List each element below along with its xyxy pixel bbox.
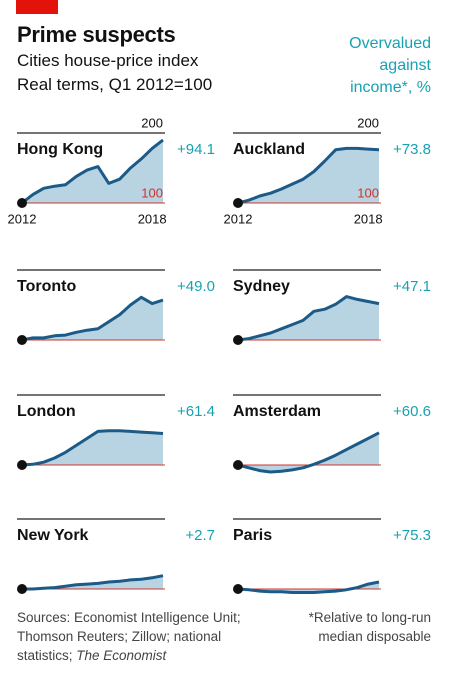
value-label: +60.6 bbox=[393, 403, 431, 420]
value-label: +49.0 bbox=[177, 278, 215, 295]
city-name: Amsterdam bbox=[233, 403, 321, 420]
line bbox=[237, 580, 380, 594]
start-dot bbox=[233, 584, 243, 594]
start-dot bbox=[17, 460, 27, 470]
subtitle: Cities house-price index bbox=[17, 51, 199, 70]
subtitle: Real terms, Q1 2012=100 bbox=[17, 75, 213, 94]
value-label: +73.8 bbox=[393, 141, 431, 158]
city-name: London bbox=[17, 403, 76, 420]
start-dot bbox=[17, 335, 27, 345]
y-tick-label: 100 bbox=[141, 185, 163, 200]
city-name: Paris bbox=[233, 527, 272, 544]
x-tick-label: 2018 bbox=[138, 211, 167, 226]
value-label: +47.1 bbox=[393, 278, 431, 295]
value-label: +75.3 bbox=[393, 527, 431, 544]
start-dot bbox=[17, 198, 27, 208]
line bbox=[21, 295, 164, 342]
value-label: +2.7 bbox=[185, 527, 215, 544]
y-tick-label: 200 bbox=[141, 115, 163, 130]
area bbox=[22, 575, 163, 589]
start-dot bbox=[233, 335, 243, 345]
line bbox=[22, 574, 164, 591]
x-tick-label: 2018 bbox=[354, 211, 383, 226]
city-name: Hong Kong bbox=[17, 141, 103, 158]
area bbox=[22, 430, 163, 465]
x-tick-label: 2012 bbox=[224, 211, 253, 226]
y-tick-label: 100 bbox=[357, 185, 379, 200]
line bbox=[21, 138, 164, 205]
line bbox=[237, 146, 380, 205]
area bbox=[238, 296, 379, 340]
value-label: +94.1 bbox=[177, 141, 215, 158]
source: Sources: Economist Intelligence Unit; Th… bbox=[17, 608, 257, 665]
y-tick-label: 200 bbox=[357, 115, 379, 130]
city-name: New York bbox=[17, 527, 89, 544]
line bbox=[237, 431, 380, 474]
brand-bar bbox=[16, 0, 58, 14]
start-dot bbox=[17, 584, 27, 594]
source-text: Sources: Economist Intelligence Unit; Th… bbox=[17, 610, 241, 663]
city-name: Auckland bbox=[233, 141, 305, 158]
line bbox=[237, 295, 380, 342]
line bbox=[21, 429, 164, 467]
footnote: *Relative to long-run median disposable bbox=[308, 610, 431, 644]
area bbox=[22, 297, 163, 340]
x-tick-label: 2012 bbox=[8, 211, 37, 226]
city-name: Sydney bbox=[233, 278, 290, 295]
area bbox=[238, 432, 379, 472]
start-dot bbox=[233, 460, 243, 470]
title: Prime suspects bbox=[17, 22, 176, 47]
value-label: +61.4 bbox=[177, 403, 215, 420]
value-header: Overvalued against income*, % bbox=[349, 35, 431, 96]
source-italic: The Economist bbox=[76, 648, 167, 663]
city-name: Toronto bbox=[17, 278, 76, 295]
start-dot bbox=[233, 198, 243, 208]
